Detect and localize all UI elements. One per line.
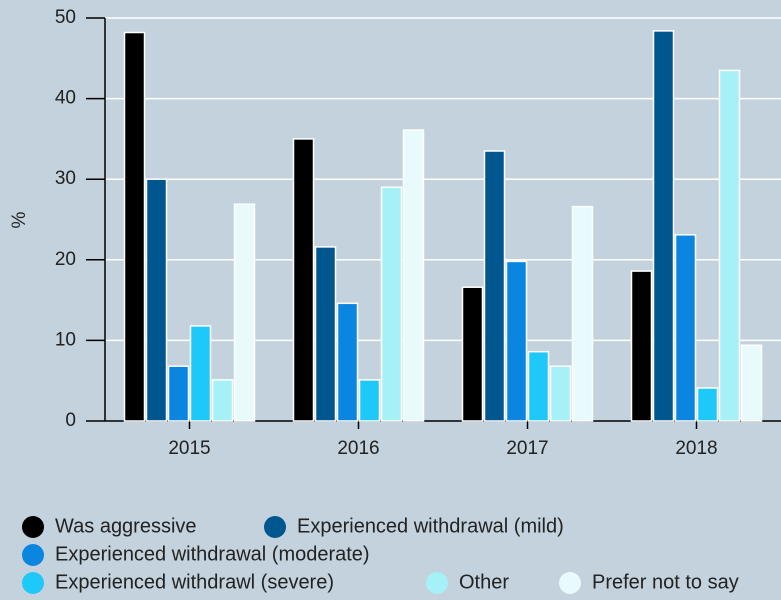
y-tick-label: 0 — [65, 410, 76, 431]
bar — [674, 234, 697, 422]
x-tick-label: 2015 — [168, 438, 210, 459]
legend-marker — [426, 572, 448, 594]
bar — [380, 186, 403, 422]
bar — [189, 325, 212, 422]
y-axis-label: % — [9, 211, 30, 228]
legend-label: Experienced withdrawal (mild) — [297, 515, 564, 537]
bar — [292, 138, 315, 422]
x-tick-label: 2017 — [506, 438, 548, 459]
legend-marker — [264, 516, 286, 538]
bar — [314, 246, 337, 422]
bar — [402, 129, 425, 422]
legend-marker — [22, 572, 44, 594]
y-tick-label: 40 — [55, 88, 76, 109]
legend-marker — [22, 544, 44, 566]
bar — [630, 270, 653, 422]
bar — [123, 31, 146, 422]
bar — [233, 203, 256, 422]
bar — [527, 350, 550, 422]
x-tick-label: 2016 — [337, 438, 379, 459]
legend-label: Experienced withdrawl (severe) — [55, 571, 334, 593]
bar — [505, 260, 528, 422]
bar — [652, 30, 675, 422]
bar — [358, 379, 381, 422]
y-tick-label: 30 — [55, 168, 76, 189]
y-tick-label: 50 — [55, 7, 76, 28]
bar — [211, 379, 234, 422]
bar — [718, 69, 741, 422]
legend-label: Prefer not to say — [592, 571, 739, 593]
bar — [549, 365, 572, 422]
bar — [696, 387, 719, 422]
legend-label: Experienced withdrawal (moderate) — [55, 543, 370, 565]
bar — [571, 205, 594, 422]
legend-marker — [559, 572, 581, 594]
x-tick-label: 2018 — [675, 438, 717, 459]
y-tick-label: 10 — [55, 329, 76, 350]
bar — [740, 344, 763, 422]
legend-label: Was aggressive — [55, 515, 197, 537]
bar — [167, 365, 190, 422]
legend-label: Other — [459, 571, 509, 593]
y-tick-label: 20 — [55, 249, 76, 270]
legend-marker — [22, 516, 44, 538]
bar — [336, 302, 359, 422]
bar — [145, 178, 168, 422]
bar — [461, 286, 484, 422]
bar — [483, 150, 506, 422]
